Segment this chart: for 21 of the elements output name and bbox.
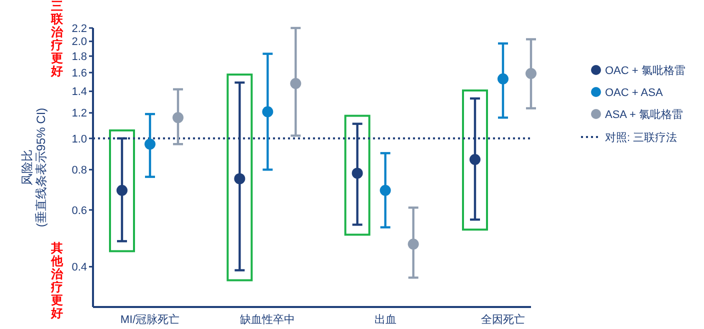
y-tick-label: 2.2 (72, 22, 87, 35)
y-axis-title: 风险比 (垂直线条表示95% CI) (20, 108, 48, 228)
y-tick-label: 1.6 (72, 67, 87, 80)
y-tick-label: 1.4 (72, 86, 87, 98)
y-tick-label: 0.4 (72, 262, 87, 274)
legend-label: OAC + ASA (605, 86, 664, 99)
ref-line-label: 对照: 三联疗法 (605, 130, 678, 144)
legend-label: ASA + 氯吡格雷 (605, 108, 683, 121)
y-tick-label: 2.0 (72, 36, 87, 48)
y-tick-label: 1.2 (72, 108, 87, 120)
x-tick-label: MI/冠脉死亡 (120, 313, 180, 326)
y-tick-label: 1.8 (72, 50, 87, 63)
y-tick-label: 1.0 (72, 133, 87, 146)
x-tick-label: 缺血性卒中 (240, 313, 296, 326)
y-tick-label: 0.6 (72, 204, 87, 217)
y-tick-label: 0.8 (72, 164, 87, 177)
x-tick-label: 全因死亡 (481, 313, 525, 326)
x-tick-label: 出血 (374, 313, 396, 326)
legend-label: OAC + 氯吡格雷 (605, 64, 686, 77)
text: 其他治疗更好 (50, 241, 64, 320)
text: 三联治疗更好 (50, 0, 64, 78)
